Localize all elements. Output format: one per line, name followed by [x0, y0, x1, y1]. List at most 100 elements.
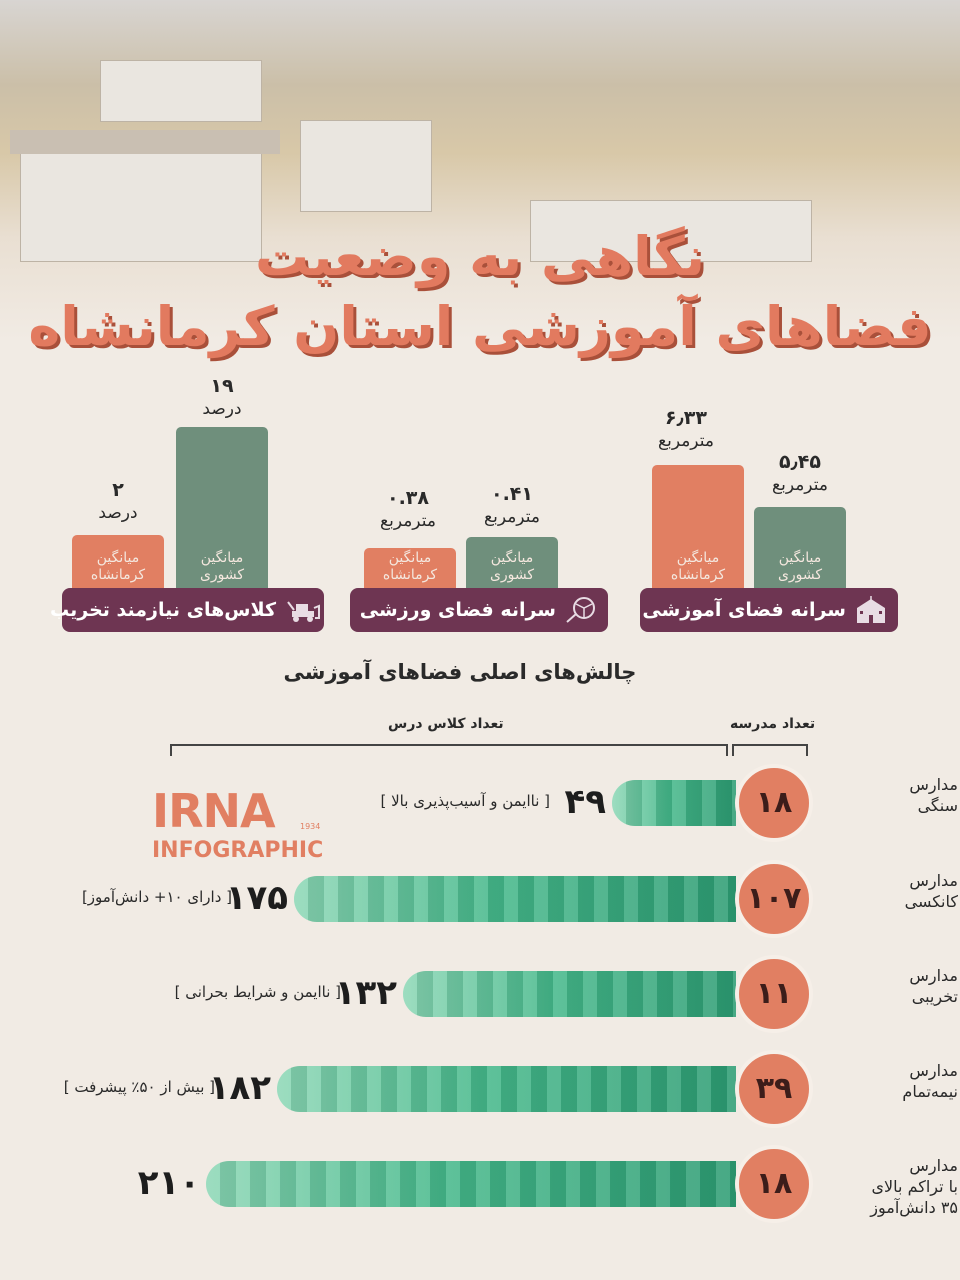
bar-kermanshah: میانگین کرمانشاه: [364, 548, 456, 590]
stat-education-space: ۶٫۳۳ مترمربع ۵٫۴۵ مترمربع میانگین کرمانش…: [640, 380, 898, 635]
value-number: ۶٫۳۳: [665, 407, 707, 429]
page-title: نگاهی به وضعیت فضاهای آموزشی استان کرمان…: [0, 222, 960, 362]
value-kermanshah: ۲ درصد: [58, 478, 178, 524]
row-label-line: نیمه‌تمام: [902, 1082, 958, 1101]
challenges-title: چالش‌های اصلی فضاهای آموزشی: [283, 660, 637, 684]
bar-kermanshah: میانگین کرمانشاه: [652, 465, 744, 590]
class-count-value: ۱۸۲: [208, 1068, 271, 1108]
row-label-line: مدارس: [909, 775, 958, 794]
irna-subtitle: INFOGRAPHIC: [152, 838, 324, 863]
value-unit: درصد: [202, 399, 242, 419]
irna-brand: IRNA: [152, 784, 276, 838]
stat-label: کلاس‌های نیازمند تخریب: [50, 599, 276, 621]
row-label: مدارس سنگی: [818, 774, 958, 816]
value-unit: درصد: [98, 503, 138, 523]
bulldozer-icon: [287, 601, 320, 622]
school-count-circle: ۳۹: [735, 1050, 813, 1128]
row-label-line: مدارس: [909, 1061, 958, 1080]
bar-label: میانگین کشوری: [777, 550, 823, 583]
row-note: [ ناایمن و آسیب‌پذیری بالا ]: [380, 792, 551, 810]
stat-label: سرانه فضای آموزشی: [642, 599, 846, 621]
irna-year: 1934: [300, 822, 321, 831]
value-unit: مترمربع: [772, 475, 828, 495]
school-count-circle: ۱۸: [735, 1145, 813, 1223]
title-line-2: فضاهای آموزشی استان کرمانشاه: [28, 295, 932, 358]
row-label-line: با تراکم بالای: [871, 1177, 958, 1196]
column-header-classes: تعداد کلاس درس: [388, 716, 504, 732]
class-count-value: ۴۹: [564, 782, 606, 822]
class-count-value: ۱۷۵: [225, 878, 288, 918]
house-photo: [300, 120, 432, 212]
bar-national: میانگین کشوری: [176, 427, 268, 590]
class-count-bar: [206, 1161, 736, 1207]
class-count-bar: [277, 1066, 736, 1112]
value-national: ۵٫۴۵ مترمربع: [740, 450, 860, 496]
value-number: ۵٫۴۵: [779, 451, 821, 473]
value-national: ۰.۴۱ مترمربع: [452, 482, 572, 528]
value-unit: مترمربع: [380, 511, 436, 531]
class-count-value: ۱۳۲: [334, 973, 397, 1013]
bar-label: میانگین کرمانشاه: [670, 550, 726, 583]
row-note: [ ناایمن و شرایط بحرانی ]: [174, 983, 341, 1001]
class-count-value: ۲۱۰: [137, 1163, 200, 1203]
row-label: مدارس کانکسی: [818, 870, 958, 912]
table-row: ۳۹ مدارس نیمه‌تمام ۱۸۲[ بیش از ۵۰٪ پیشرفت ]: [0, 1050, 960, 1140]
bar-kermanshah: میانگین کرمانشاه: [72, 535, 164, 590]
value-kermanshah: ۰.۳۸ مترمربع: [348, 486, 468, 532]
stat-label-pill: کلاس‌های نیازمند تخریب: [50, 588, 324, 632]
row-note: [ دارای ۱۰+ دانش‌آموز]: [81, 888, 232, 906]
ball-icon: [566, 597, 595, 623]
row-label-line: کانکسی: [904, 892, 958, 911]
row-label-line: مدارس: [909, 1156, 958, 1175]
row-label: مدارس با تراکم بالای ۳۵ دانش‌آموز: [818, 1155, 958, 1218]
schools-bracket: [732, 744, 808, 756]
value-number: ۱۹: [210, 375, 234, 397]
house-photo-2: [100, 60, 262, 122]
portable-classroom-photo: [530, 200, 812, 262]
row-label-line: ۳۵ دانش‌آموز: [870, 1198, 958, 1217]
bar-national: میانگین کشوری: [466, 537, 558, 590]
bar-label: میانگین کرمانشاه: [90, 550, 146, 583]
stat-label: سرانه فضای ورزشی: [359, 599, 556, 621]
stat-demolition: ۲ درصد ۱۹ درصد میانگین کرمانشاه میانگین …: [50, 375, 324, 635]
bar-label: میانگین کشوری: [199, 550, 245, 583]
stat-label-pill: سرانه فضای آموزشی: [640, 588, 898, 632]
table-row: ۱۸ مدارس سنگی ۴۹ [ ناایمن و آسیب‌پذیری بالا …: [0, 764, 960, 854]
school-count-circle: ۱۸: [735, 764, 813, 842]
stat-sports-space: ۰.۳۸ مترمربع ۰.۴۱ مترمربع میانگین کرمانش…: [350, 380, 608, 635]
value-kermanshah: ۶٫۳۳ مترمربع: [626, 406, 746, 452]
row-label-line: مدارس: [909, 966, 958, 985]
stat-label-pill: سرانه فضای ورزشی: [350, 588, 608, 632]
row-label: مدارس نیمه‌تمام: [818, 1060, 958, 1102]
row-label-line: مدارس: [909, 871, 958, 890]
school-building-icon: [857, 596, 885, 623]
class-count-bar: [294, 876, 736, 922]
value-number: ۲: [112, 479, 124, 501]
row-label-line: سنگی: [917, 796, 958, 815]
row-note: [ بیش از ۵۰٪ پیشرفت ]: [63, 1078, 215, 1096]
bar-label: میانگین کرمانشاه: [382, 550, 438, 583]
bar-national: میانگین کشوری: [754, 507, 846, 590]
title-line-1: نگاهی به وضعیت: [254, 225, 706, 288]
value-unit: مترمربع: [484, 507, 540, 527]
classes-bracket: [170, 744, 728, 756]
row-label: مدارس تخریبی: [818, 965, 958, 1007]
table-row: ۱۱ مدارس تخریبی ۱۳۲[ ناایمن و شرایط بحرانی …: [0, 955, 960, 1045]
value-national: ۱۹ درصد: [162, 374, 282, 420]
school-building-photo: [20, 150, 262, 262]
row-label-line: تخریبی: [911, 987, 958, 1006]
table-row: ۱۰۷ مدارس کانکسی ۱۷۵[ دارای ۱۰+ دانش‌آموز]: [0, 860, 960, 950]
bar-label: میانگین کشوری: [489, 550, 535, 583]
header-background: [0, 0, 960, 340]
value-number: ۰.۳۸: [386, 487, 429, 509]
table-row: ۱۸ مدارس با تراکم بالای ۳۵ دانش‌آموز ۲۱۰: [0, 1145, 960, 1235]
class-count-bar: [403, 971, 736, 1017]
value-number: ۰.۴۱: [490, 483, 533, 505]
column-header-schools: تعداد مدرسه: [730, 716, 816, 732]
school-roof: [10, 130, 280, 154]
school-count-circle: ۱۰۷: [735, 860, 813, 938]
irna-logo: IRNA 1934 INFOGRAPHIC: [152, 782, 332, 868]
school-count-circle: ۱۱: [735, 955, 813, 1033]
class-count-bar: [612, 780, 736, 826]
value-unit: مترمربع: [658, 431, 714, 451]
